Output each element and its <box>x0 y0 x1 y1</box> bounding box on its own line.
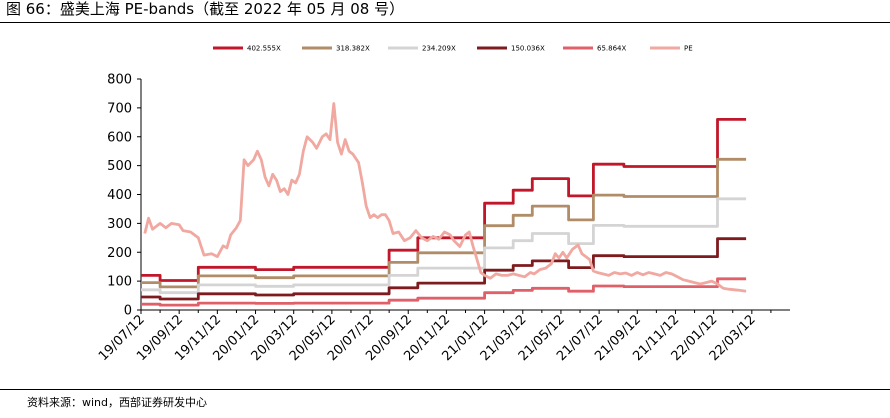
series-line-65-864x <box>141 277 747 307</box>
axes: 010020030040050060070080019/07/1219/09/1… <box>96 73 790 364</box>
legend-label: 318.382X <box>336 45 370 53</box>
series-line-pe <box>143 102 747 293</box>
y-tick-label: 700 <box>107 101 132 116</box>
series-line-402-555x <box>141 118 747 282</box>
legend-label: 234.209X <box>422 45 456 53</box>
y-tick-label: 400 <box>107 188 132 203</box>
legend-label: 150.036X <box>511 45 545 53</box>
series-line-234-209x <box>141 197 747 295</box>
legend-label: 65.864X <box>597 45 626 53</box>
series-layer <box>141 102 747 307</box>
top-divider <box>0 22 890 23</box>
y-tick-label: 200 <box>107 246 132 261</box>
y-tick-label: 300 <box>107 217 132 232</box>
pe-bands-chart: 402.555X 318.382X 234.209X 150.036X 65.864X P… <box>96 45 790 364</box>
y-tick-label: 100 <box>107 275 132 290</box>
chart-title: 图 66：盛美上海 PE-bands（截至 2022 年 05 月 08 号） <box>6 0 405 18</box>
legend-label: 402.555X <box>247 45 281 53</box>
bottom-divider <box>0 389 890 390</box>
y-tick-label: 800 <box>107 73 132 88</box>
series-line-318-382x <box>141 157 747 289</box>
legend: 402.555X 318.382X 234.209X 150.036X 65.864X P… <box>213 45 693 53</box>
y-tick-label: 600 <box>107 130 132 145</box>
y-tick-label: 500 <box>107 159 132 174</box>
legend-label: PE <box>684 45 693 53</box>
source-note: 资料来源：wind，西部证券研发中心 <box>27 396 208 409</box>
y-tick-label: 0 <box>124 304 132 319</box>
